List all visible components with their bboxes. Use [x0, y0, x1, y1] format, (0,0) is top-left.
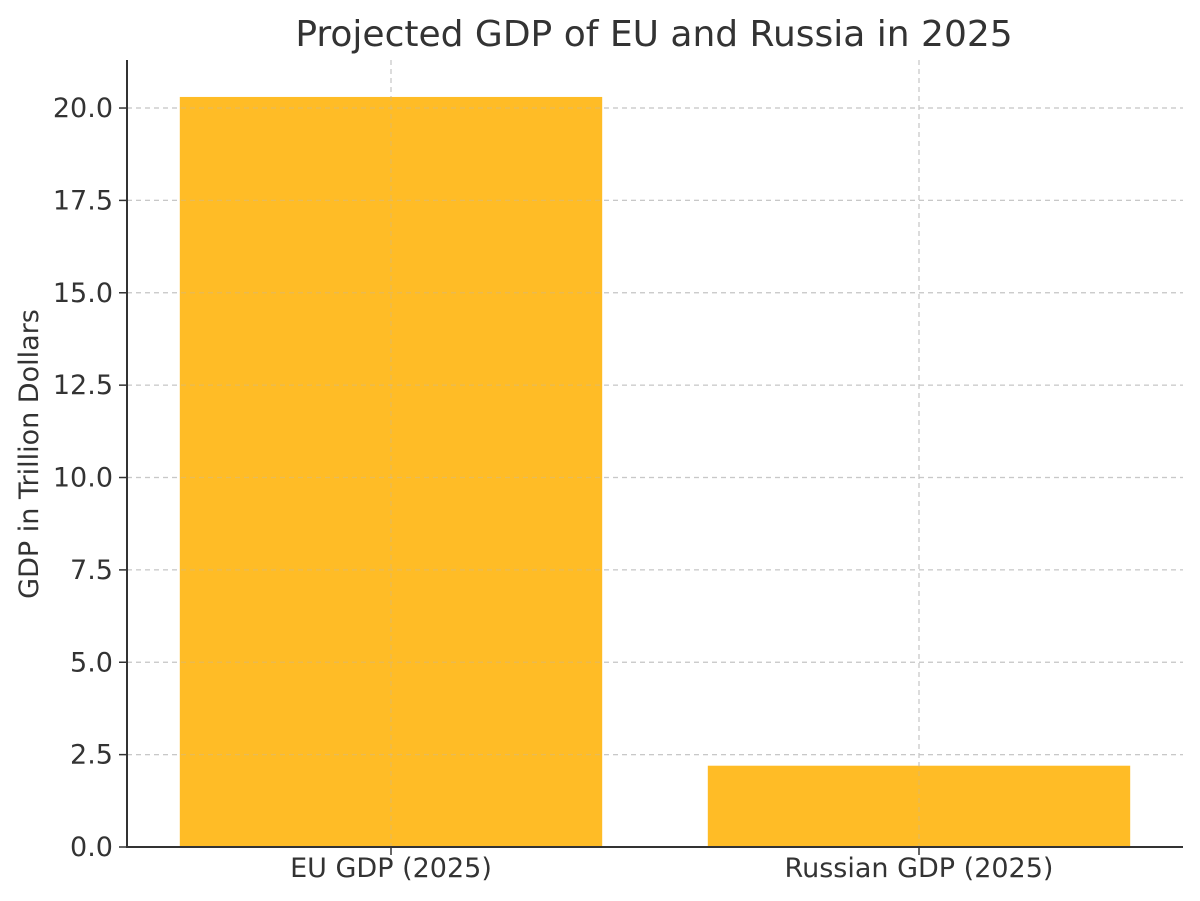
y-tick-label: 10.0: [53, 463, 113, 494]
tick-labels: 0.0 2.5 5.0 7.5 10.0 12.5 15.0 17.5 20.0 EU GDP (…: [53, 93, 1054, 884]
x-tick-label: EU GDP (2025): [290, 853, 492, 884]
axes: [119, 60, 1183, 855]
y-tick-label: 5.0: [70, 647, 113, 678]
y-tick-label: 20.0: [53, 93, 113, 124]
y-axis-label: GDP in Trillion Dollars: [14, 309, 45, 599]
y-tick-label: 12.5: [53, 370, 113, 401]
bar-eu-gdp: [179, 96, 603, 847]
y-tick-label: 17.5: [53, 185, 113, 216]
chart-title: Projected GDP of EU and Russia in 2025: [295, 14, 1012, 55]
y-tick-label: 7.5: [70, 555, 113, 586]
x-tick-label: Russian GDP (2025): [785, 853, 1054, 884]
y-tick-label: 2.5: [70, 740, 113, 771]
bar-russian-gdp: [707, 765, 1131, 847]
bars: [127, 60, 1183, 848]
y-tick-label: 0.0: [70, 832, 113, 863]
y-tick-label: 15.0: [53, 278, 113, 309]
